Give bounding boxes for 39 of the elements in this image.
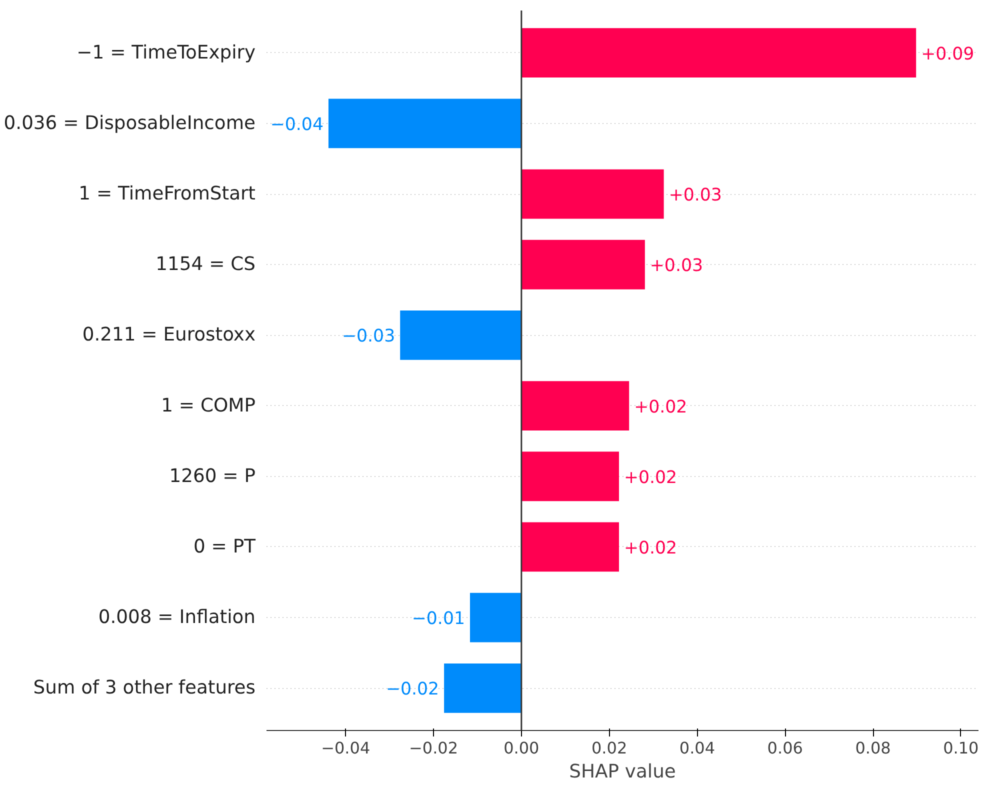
bar — [444, 663, 522, 713]
bar — [521, 381, 630, 430]
data-label: +0.09 — [921, 44, 974, 64]
bar — [521, 452, 619, 502]
data-label: −0.02 — [386, 680, 440, 700]
x-tick-label: −0.02 — [408, 738, 458, 758]
x-axis-title: SHAP value — [569, 762, 676, 782]
x-tick-label: −0.04 — [321, 738, 370, 758]
data-label: +0.03 — [668, 186, 722, 206]
data-label: +0.03 — [650, 256, 704, 276]
x-tick-label: 0.10 — [943, 738, 979, 758]
x-tick-label: 0.00 — [504, 738, 540, 758]
bar — [400, 310, 522, 360]
data-label: −0.04 — [270, 114, 324, 135]
y-tick-label: −1 = TimeToExpiry — [76, 42, 256, 64]
x-tick-label: 0.04 — [679, 738, 716, 758]
x-tick-label: 0.02 — [592, 738, 628, 758]
y-tick-label: 1 = TimeFromStart — [78, 184, 256, 205]
bar — [521, 169, 664, 219]
data-label: +0.02 — [624, 468, 678, 488]
x-tick-label: 0.06 — [767, 738, 803, 758]
y-tick-label: 1260 = P — [169, 466, 256, 487]
y-tick-label: 1154 = CS — [156, 254, 256, 276]
data-label: +0.02 — [634, 397, 688, 418]
y-tick-label: 1 = COMP — [161, 395, 256, 416]
bar — [521, 240, 645, 290]
data-label: −0.03 — [342, 326, 396, 347]
y-tick-label: Sum of 3 other features — [33, 678, 256, 699]
data-label: −0.01 — [412, 609, 465, 630]
y-tick-label: 0.211 = Eurostoxx — [82, 324, 256, 346]
x-tick-label: 0.08 — [855, 738, 891, 758]
bar — [328, 98, 522, 148]
y-tick-label: 0 = PT — [193, 536, 256, 558]
y-tick-label: 0.008 = Inflation — [98, 607, 256, 628]
bar — [521, 28, 916, 78]
y-tick-label: 0.036 = DisposableIncome — [4, 112, 256, 134]
bar — [470, 592, 522, 642]
bar — [521, 522, 619, 572]
data-label: +0.02 — [624, 538, 678, 558]
